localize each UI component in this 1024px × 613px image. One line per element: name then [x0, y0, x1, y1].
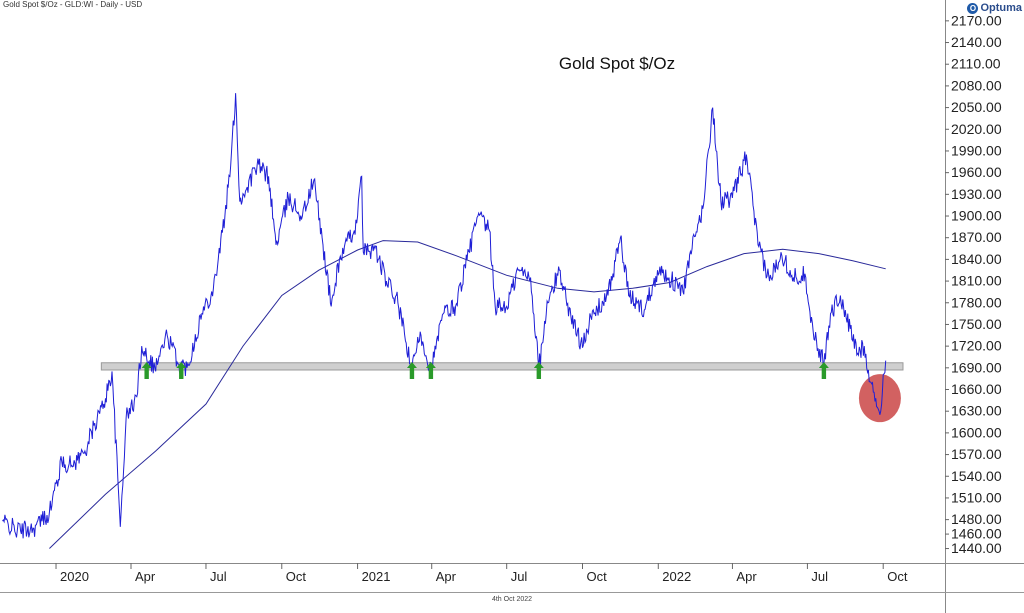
y-tick-label: 1600.00	[951, 424, 1002, 440]
x-tick-label: Jul	[210, 569, 227, 584]
support-band	[100, 362, 904, 371]
y-tick-label: 1540.00	[951, 468, 1002, 484]
optuma-logo: O Optuma	[967, 2, 1022, 14]
chart-header: Gold Spot $/Oz - GLD:WI - Daily - USD	[3, 0, 143, 9]
y-tick-label: 1930.00	[951, 186, 1002, 202]
y-tick-label: 1870.00	[951, 229, 1002, 245]
support-arrow-icon	[425, 362, 436, 379]
x-tick-label: Oct	[586, 569, 607, 584]
support-arrow-icon	[406, 362, 417, 379]
y-tick-label: 1460.00	[951, 526, 1002, 542]
y-tick-label: 1690.00	[951, 359, 1002, 375]
y-tick-label: 1840.00	[951, 251, 1002, 267]
y-tick-label: 1960.00	[951, 164, 1002, 180]
optuma-logo-icon: O	[967, 2, 979, 14]
plot-area	[0, 10, 945, 563]
y-tick-label: 1810.00	[951, 273, 1002, 289]
footer-date: 4th Oct 2022	[491, 596, 533, 603]
support-arrow-icon	[176, 362, 187, 379]
support-arrow-icon	[141, 362, 152, 379]
x-tick-label: Apr	[436, 569, 457, 584]
x-tick-label: Jul	[511, 569, 528, 584]
y-tick-label: 2110.00	[951, 56, 1001, 72]
y-tick-label: 2170.00	[951, 12, 1002, 28]
x-tick-label: Oct	[887, 569, 908, 584]
optuma-logo-text: Optuma	[980, 2, 1022, 14]
x-tick-label: Jul	[811, 569, 828, 584]
x-tick-label: 2022	[662, 569, 691, 584]
y-tick-label: 1660.00	[951, 381, 1002, 397]
chart-title: Gold Spot $/Oz	[559, 54, 675, 73]
y-tick-label: 2020.00	[951, 121, 1002, 137]
x-tick-label: Oct	[286, 569, 307, 584]
y-tick-label: 1480.00	[951, 511, 1002, 527]
y-tick-label: 1630.00	[951, 403, 1002, 419]
x-tick-label: Apr	[736, 569, 757, 584]
moving-average-line	[49, 240, 886, 549]
y-tick-label: 2080.00	[951, 77, 1002, 93]
y-tick-label: 2140.00	[951, 34, 1002, 50]
y-tick-label: 1900.00	[951, 208, 1002, 224]
y-tick-label: 1510.00	[951, 489, 1002, 505]
y-tick-label: 1990.00	[951, 142, 1002, 158]
x-tick-label: 2020	[60, 569, 89, 584]
support-arrow-icon	[533, 362, 544, 379]
support-arrow-icon	[818, 362, 829, 379]
y-tick-label: 1440.00	[951, 540, 1002, 556]
x-tick-label: 2021	[362, 569, 391, 584]
highlight-circle	[858, 374, 901, 423]
y-tick-label: 1780.00	[951, 294, 1002, 310]
y-tick-label: 1750.00	[951, 316, 1002, 332]
y-tick-label: 1570.00	[951, 446, 1002, 462]
x-tick-label: Apr	[135, 569, 156, 584]
y-tick-label: 2050.00	[951, 99, 1002, 115]
y-tick-label: 1720.00	[951, 338, 1002, 354]
